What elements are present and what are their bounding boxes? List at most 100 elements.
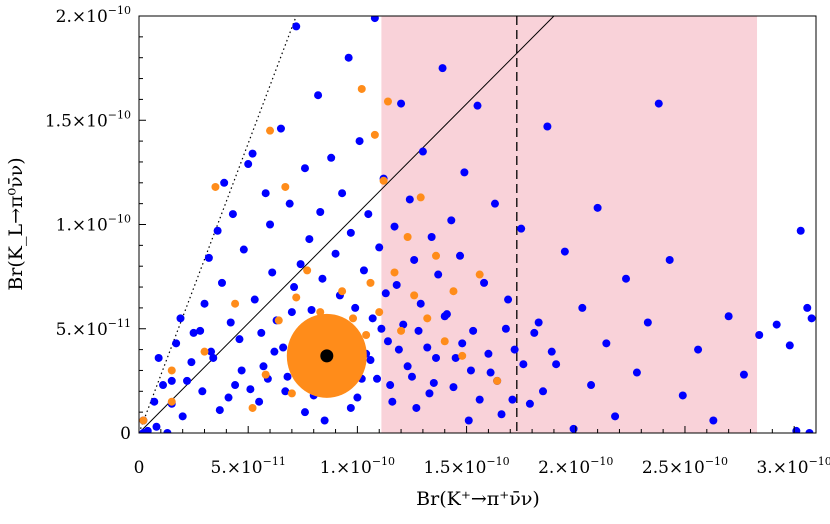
data-points bbox=[139, 16, 816, 433]
series-0-point bbox=[217, 278, 226, 287]
series-0-point bbox=[469, 326, 478, 335]
series-1-point bbox=[266, 126, 275, 135]
series-0-point bbox=[552, 360, 561, 369]
series-0-point bbox=[327, 153, 336, 162]
series-0-point bbox=[373, 374, 382, 383]
series-0-point bbox=[547, 347, 556, 356]
series-0-point bbox=[377, 324, 386, 333]
series-0-point bbox=[425, 389, 434, 398]
series-1-point bbox=[357, 84, 366, 93]
series-0-point bbox=[143, 426, 152, 433]
series-0-point bbox=[279, 343, 288, 352]
series-0-point bbox=[665, 255, 674, 264]
series-0-point bbox=[270, 347, 279, 356]
series-0-point bbox=[390, 222, 399, 231]
series-0-point bbox=[392, 280, 401, 289]
series-1-point bbox=[139, 416, 148, 425]
series-0-point bbox=[796, 226, 805, 235]
series-0-point bbox=[375, 243, 384, 252]
series-0-point bbox=[440, 312, 449, 321]
series-0-point bbox=[287, 308, 296, 317]
series-0-point bbox=[346, 228, 355, 237]
series-0-point bbox=[739, 370, 748, 379]
x-tick-label: 1.×10−10 bbox=[320, 455, 395, 478]
series-0-point bbox=[611, 412, 620, 421]
series-1-point bbox=[167, 366, 176, 375]
series-0-point bbox=[305, 235, 314, 244]
series-0-point bbox=[300, 408, 309, 417]
series-0-point bbox=[296, 260, 305, 269]
axis-ticks bbox=[138, 15, 795, 434]
x-tick-label: 3.×10−10 bbox=[756, 455, 830, 478]
series-0-point bbox=[410, 255, 419, 264]
series-0-point bbox=[353, 393, 362, 402]
series-0-point bbox=[508, 395, 517, 404]
x-tick-label: 2.×10−10 bbox=[538, 455, 613, 478]
series-0-point bbox=[239, 245, 248, 254]
x-tick-label: 5.×10−11 bbox=[211, 455, 286, 478]
y-tick-label: 1.×10−10 bbox=[56, 213, 131, 236]
series-0-point bbox=[403, 362, 412, 371]
series-0-point bbox=[466, 366, 475, 375]
series-0-point bbox=[220, 178, 229, 187]
series-0-point bbox=[587, 381, 596, 390]
series-0-point bbox=[486, 368, 495, 377]
series-0-point bbox=[187, 358, 196, 367]
series-0-point bbox=[755, 331, 764, 340]
series-0-point bbox=[244, 160, 253, 169]
series-0-point bbox=[475, 395, 484, 404]
series-0-point bbox=[368, 314, 377, 323]
y-tick-label: 0 bbox=[120, 424, 131, 444]
series-0-point bbox=[451, 353, 460, 362]
series-0-point bbox=[250, 295, 259, 304]
series-1-point bbox=[449, 287, 458, 296]
series-0-point bbox=[290, 283, 299, 292]
series-0-point bbox=[370, 16, 379, 23]
series-1-point bbox=[211, 182, 220, 191]
series-0-point bbox=[150, 397, 159, 406]
series-1-point bbox=[281, 182, 290, 191]
series-0-point bbox=[458, 339, 467, 348]
series-0-point bbox=[255, 397, 264, 406]
series-0-point bbox=[224, 393, 233, 402]
series-0-point bbox=[318, 274, 327, 283]
series-0-point bbox=[416, 299, 425, 308]
series-1-point bbox=[316, 308, 325, 317]
series-1-point bbox=[200, 347, 209, 356]
series-0-point bbox=[694, 345, 703, 354]
series-1-point bbox=[458, 351, 467, 360]
series-0-point bbox=[172, 339, 181, 348]
series-0-point bbox=[351, 303, 360, 312]
series-0-point bbox=[484, 349, 493, 358]
series-1-point bbox=[379, 176, 388, 185]
bound-lines bbox=[139, 16, 555, 433]
series-0-point bbox=[248, 149, 257, 158]
series-0-point bbox=[261, 189, 270, 198]
series-0-point bbox=[460, 168, 469, 177]
series-0-point bbox=[159, 381, 168, 390]
y-tick-label: 5.×10−11 bbox=[56, 317, 131, 340]
series-1-point bbox=[167, 397, 176, 406]
series-0-point bbox=[785, 341, 794, 350]
series-0-point bbox=[207, 347, 216, 356]
series-1-point bbox=[349, 314, 358, 323]
series-0-point bbox=[429, 378, 438, 387]
tick-labels: 0 5.×10−11 1.×10−10 1.5×10−10 2.×10−10 2.5×10… bbox=[45, 4, 830, 478]
series-0-point bbox=[678, 391, 687, 400]
series-0-point bbox=[480, 278, 489, 287]
series-0-point bbox=[519, 360, 528, 369]
series-0-point bbox=[383, 337, 392, 346]
series-0-point bbox=[497, 410, 506, 419]
series-0-point bbox=[405, 195, 414, 204]
series-0-point bbox=[320, 416, 329, 425]
series-1-point bbox=[397, 326, 406, 335]
series-0-point bbox=[578, 303, 587, 312]
series-0-point bbox=[394, 345, 403, 354]
series-0-point bbox=[397, 99, 406, 108]
series-0-point bbox=[381, 289, 390, 298]
series-1-point bbox=[274, 316, 283, 325]
y-tick-label: 2.×10−10 bbox=[56, 4, 131, 27]
series-0-point bbox=[414, 326, 423, 335]
series-0-point bbox=[228, 210, 237, 219]
